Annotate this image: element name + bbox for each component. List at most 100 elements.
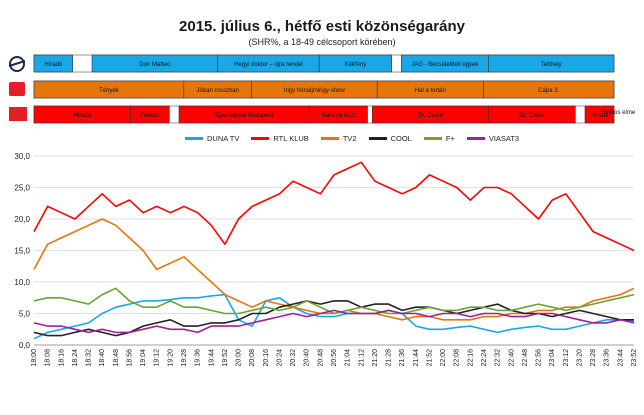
x-tick-label: 22:00 [440,349,447,367]
program-label: Hegyi doktor – újra rendel [234,62,303,68]
legend-label: TV2 [342,134,357,143]
x-tick-label: 20:48 [317,349,324,367]
y-tick-label: 25,0 [14,184,30,193]
legend-label: COOL [390,134,412,143]
legend-label: F+ [445,134,455,143]
x-tick-label: 23:44 [617,349,624,367]
x-tick-label: 19:52 [222,349,229,367]
program-block [309,105,368,124]
x-tick-label: 21:44 [413,349,420,367]
x-tick-label: 19:12 [154,349,161,367]
x-tick-label: 21:36 [399,349,406,367]
program-block [488,54,615,73]
x-tick-label: 22:16 [467,349,474,367]
x-tick-label: 21:20 [372,349,379,367]
x-tick-label: 19:36 [195,349,202,367]
program-block [584,105,615,124]
series-line-f- [33,287,635,315]
rtl-klub-logo-icon [9,107,27,121]
legend-item: VIASAT3 [466,134,520,143]
x-tick-label: 19:44 [208,349,215,367]
x-tick-label: 20:08 [249,349,256,367]
program-label: Kékfény [345,62,367,68]
y-tick-label: 20,0 [14,215,30,224]
program-label: Irigy hónaljmirigy-show [284,88,346,94]
y-tick-label: 5,0 [19,310,31,319]
x-tick-label: 18:08 [45,349,52,367]
program-block [130,105,170,124]
rtl2-logo-icon [9,82,25,96]
y-tick-label: 30,0 [14,152,30,161]
program-label: Hal a tortán [415,88,446,94]
program-schedule: Híradó Don Matteo Hegyi doktor – újra rend… [8,54,636,124]
series-line-rtl-klub [33,161,635,252]
legend-swatch [466,137,485,140]
legend-swatch [423,137,442,140]
x-tick-label: 23:12 [563,349,570,367]
x-tick-label: 21:52 [426,349,433,367]
x-tick-label: 23:36 [604,349,611,367]
x-tick-label: 19:04 [140,349,147,367]
x-tick-label: 20:16 [263,349,270,367]
legend-item: COOL [368,134,412,143]
x-tick-label: 23:52 [631,349,638,367]
x-tick-label: 20:40 [304,349,311,367]
chart-legend: DUNA TV RTL KLUB TV2 COOL F+ VIASAT3 [185,134,519,143]
legend-swatch [251,137,270,140]
program-label: Don Matteo [139,62,171,68]
x-tick-label: 20:32 [290,349,297,367]
program-label: Híradó [590,113,609,119]
program-label: JAG - Becsületbeli ügyek [411,62,479,68]
legend-swatch [185,137,203,140]
program-label: Híradó [44,62,63,68]
x-tick-label: 18:40 [99,349,106,367]
legend-item: RTL KLUB [251,134,309,143]
legend-item: TV2 [320,134,357,143]
x-tick-label: 18:56 [126,349,133,367]
x-tick-label: 21:12 [358,349,365,367]
program-label: Cápa 3. [538,88,559,94]
x-tick-label: 18:16 [58,349,65,367]
x-tick-label: 18:00 [31,349,38,367]
legend-label: VIASAT3 [488,134,520,143]
series-line-viasat3 [33,309,635,334]
x-tick-label: 19:28 [181,349,188,367]
program-block [483,80,615,99]
program-block [33,54,73,73]
y-tick-label: 0,0 [19,341,31,350]
x-tick-label: 20:24 [276,349,283,367]
x-tick-label: 21:28 [386,349,393,367]
program-label: Barátok közt [322,113,356,119]
program-label: Dr. Csont [519,113,544,119]
x-tick-label: 22:08 [454,349,461,367]
x-tick-label: 22:48 [522,349,529,367]
program-label: Fókusz [140,113,159,119]
x-tick-label: 18:32 [86,349,93,367]
x-tick-label: 22:24 [481,349,488,367]
program-block [488,105,576,124]
legend-swatch [368,137,387,140]
x-tick-label: 23:28 [590,349,597,367]
program-block [318,54,392,73]
legend-item: DUNA TV [185,134,239,143]
tv2-logo-swoosh [8,60,26,67]
x-tick-label: 22:40 [508,349,515,367]
program-label: Éjjel-nappal Budapest [215,112,274,119]
chart-subtitle: (SHR%, a 18-49 célcsoport körében) [248,37,396,47]
legend-label: DUNA TV [207,134,240,143]
legend-swatch [320,137,339,140]
program-label: Jóban rosszban [196,88,238,94]
x-tick-label: 20:56 [331,349,338,367]
x-tick-label: 23:04 [549,349,556,367]
extra-program-label: Gyilkos elme [601,110,636,116]
x-tick-label: 22:56 [536,349,543,367]
y-tick-label: 15,0 [14,247,30,256]
program-label: Tetthely [541,62,562,68]
legend-item: F+ [423,134,455,143]
x-tick-label: 23:20 [576,349,583,367]
x-tick-label: 18:48 [113,349,120,367]
x-tick-label: 21:04 [345,349,352,367]
x-tick-label: 22:32 [495,349,502,367]
legend-label: RTL KLUB [273,134,309,143]
